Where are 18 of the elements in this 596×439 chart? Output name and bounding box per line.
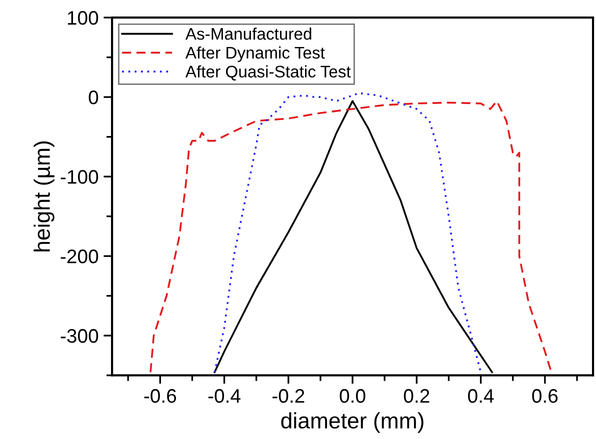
legend-label: After Quasi-Static Test <box>185 65 351 81</box>
y-axis-title: height (µm) <box>34 141 54 252</box>
x-tick-label: 0.6 <box>532 389 558 403</box>
legend-label: As-Manufactured <box>185 28 312 40</box>
y-tick-label: -200 <box>60 250 98 264</box>
x-axis-title: diameter (mm) <box>281 412 424 433</box>
y-tick-label: 0 <box>88 90 98 104</box>
x-tick-label: 0.4 <box>468 389 494 403</box>
y-tick-label: 100 <box>68 11 98 25</box>
y-tick-label: -300 <box>60 329 98 343</box>
x-tick-label: -0.2 <box>272 389 304 403</box>
x-tick-label: 0.2 <box>404 389 430 403</box>
y-tick-label: -100 <box>60 170 98 184</box>
line-series <box>150 100 552 374</box>
x-tick-label: -0.4 <box>208 389 240 403</box>
x-tick-label: 0.0 <box>340 389 366 403</box>
legend-label: After Dynamic Test <box>185 46 325 62</box>
x-tick-label: -0.6 <box>144 389 176 403</box>
